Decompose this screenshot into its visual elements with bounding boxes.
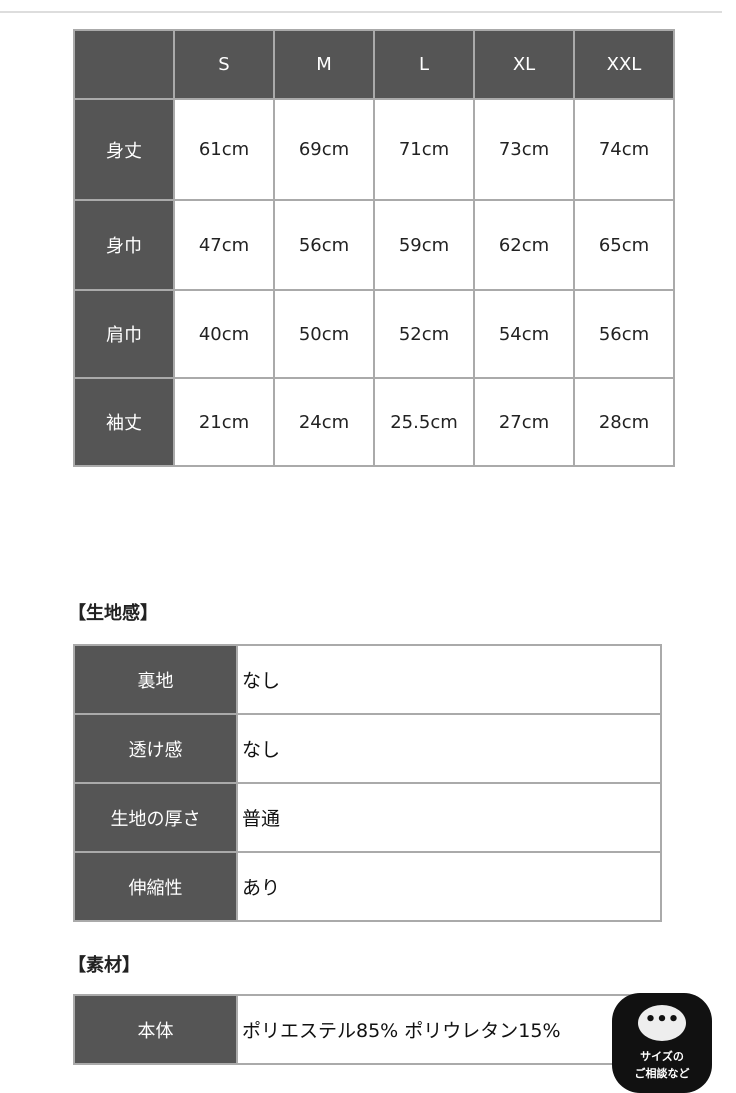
size-value-cell: 62cm [473,199,575,291]
fabric-heading: 【生地感】 [68,603,158,624]
size-value-cell: 28cm [573,377,675,467]
row-label: 本体 [73,994,238,1065]
row-value: あり [236,851,662,922]
size-value-cell: 25.5cm [373,377,475,467]
row-value: なし [236,644,662,715]
size-value-cell: 27cm [473,377,575,467]
table-row: 本体 ポリエステル85% ポリウレタン15% [73,994,662,1065]
size-value-cell: 69cm [273,98,375,201]
row-label: 袖丈 [73,377,175,467]
chat-label-line2: ご相談など [634,1067,690,1080]
table-row: 伸縮性 あり [73,851,662,922]
size-header-cell: L [373,29,475,100]
size-value-cell: 47cm [173,199,275,291]
chat-bubble-icon: ••• [638,1005,686,1041]
size-value-cell: 61cm [173,98,275,201]
table-row: 身巾 47cm 56cm 59cm 62cm 65cm [73,199,675,291]
row-label: 裏地 [73,644,238,715]
size-table: S M L XL XXL 身丈 61cm 69cm 71cm 73cm 74cm 身巾 47cm 56cm… [73,29,675,467]
row-label: 伸縮性 [73,851,238,922]
size-value-cell: 59cm [373,199,475,291]
size-value-cell: 73cm [473,98,575,201]
size-value-cell: 56cm [273,199,375,291]
size-value-cell: 52cm [373,289,475,379]
divider [0,11,722,13]
table-row: 身丈 61cm 69cm 71cm 73cm 74cm [73,98,675,201]
material-table: 本体 ポリエステル85% ポリウレタン15% [73,994,662,1065]
table-row: 肩巾 40cm 50cm 52cm 54cm 56cm [73,289,675,379]
size-consult-chat-button[interactable]: ••• サイズの ご相談など [612,993,712,1093]
chat-label-line1: サイズの [640,1050,684,1063]
row-label: 身巾 [73,199,175,291]
row-label: 透け感 [73,713,238,784]
size-value-cell: 71cm [373,98,475,201]
size-value-cell: 24cm [273,377,375,467]
row-value: ポリエステル85% ポリウレタン15% [236,994,662,1065]
size-value-cell: 65cm [573,199,675,291]
size-header-cell: M [273,29,375,100]
size-header-cell: S [173,29,275,100]
table-row: 生地の厚さ 普通 [73,782,662,853]
material-heading: 【素材】 [68,955,140,976]
table-row: 袖丈 21cm 24cm 25.5cm 27cm 28cm [73,377,675,467]
row-value: なし [236,713,662,784]
size-header-row: S M L XL XXL [73,29,675,100]
table-row: 透け感 なし [73,713,662,784]
row-label: 生地の厚さ [73,782,238,853]
size-value-cell: 54cm [473,289,575,379]
size-value-cell: 21cm [173,377,275,467]
row-value: 普通 [236,782,662,853]
size-value-cell: 56cm [573,289,675,379]
table-row: 裏地 なし [73,644,662,715]
size-header-cell: XXL [573,29,675,100]
size-header-cell [73,29,175,100]
size-header-cell: XL [473,29,575,100]
size-value-cell: 50cm [273,289,375,379]
row-label: 身丈 [73,98,175,201]
size-value-cell: 74cm [573,98,675,201]
row-label: 肩巾 [73,289,175,379]
fabric-table: 裏地 なし 透け感 なし 生地の厚さ 普通 伸縮性 あり [73,644,662,922]
size-value-cell: 40cm [173,289,275,379]
